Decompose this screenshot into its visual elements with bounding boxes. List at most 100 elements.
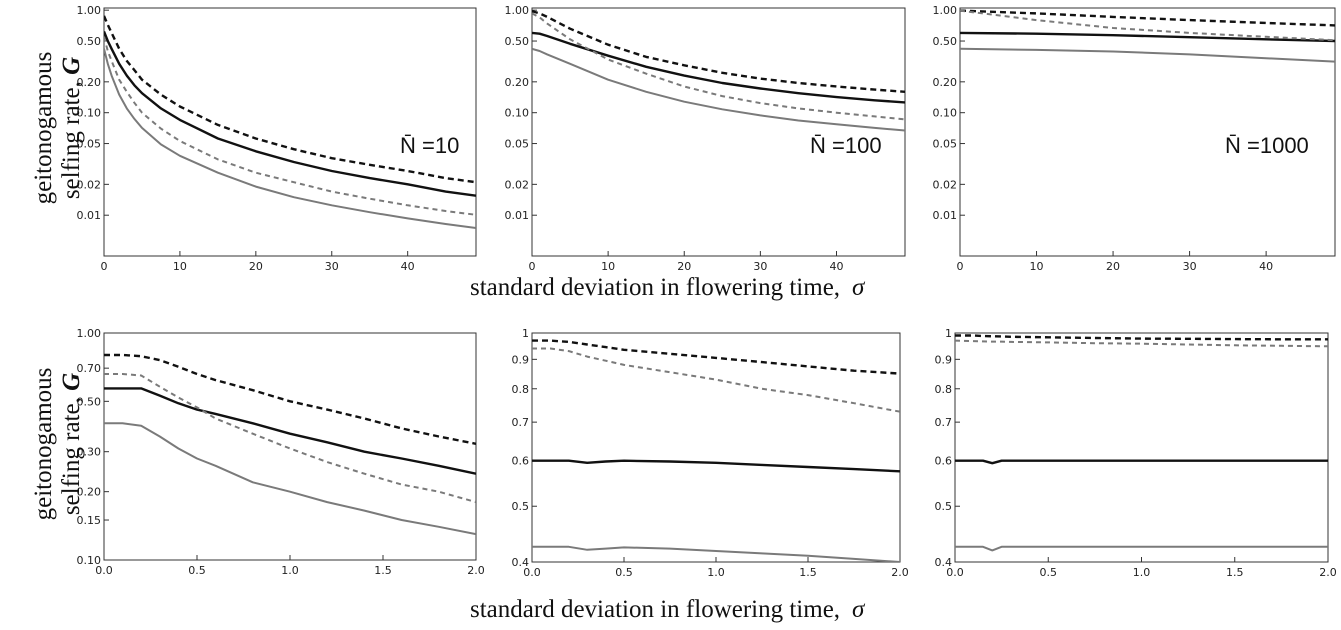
x-tick-label: 1.0 bbox=[1133, 566, 1151, 579]
y-tick-label: 0.20 bbox=[505, 76, 530, 89]
y-tick-label: 0.6 bbox=[512, 455, 530, 468]
y-tick-label: 0.10 bbox=[933, 107, 958, 120]
series-line-black-solid bbox=[104, 387, 476, 475]
top-y-axis-label-text: selfing rate, bbox=[58, 81, 85, 200]
bottom-x-axis-label: standard deviation in flowering time, σ bbox=[470, 596, 864, 624]
y-tick-label: 0.50 bbox=[505, 35, 530, 48]
x-tick-label: 0 bbox=[529, 260, 536, 273]
top-y-axis-label: geitonogamous selfing rate, G bbox=[30, 28, 86, 228]
bottom-y-axis-symbol: G bbox=[58, 372, 85, 391]
y-tick-label: 0.02 bbox=[505, 178, 530, 191]
y-tick-label: 0.7 bbox=[512, 416, 530, 429]
population-size-annotation: N̄ =1000 bbox=[1225, 133, 1309, 158]
x-tick-label: 0.0 bbox=[523, 566, 541, 579]
y-tick-label: 0.6 bbox=[935, 455, 953, 468]
series-line-black-solid bbox=[104, 31, 476, 197]
y-tick-label: 0.70 bbox=[77, 362, 102, 375]
y-tick-label: 1.00 bbox=[505, 4, 530, 17]
x-tick-label: 2.0 bbox=[1319, 566, 1337, 579]
bottom-y-axis-label: geitonogamous selfing rate, G bbox=[30, 344, 86, 544]
y-tick-label: 0.8 bbox=[935, 383, 953, 396]
top-y-axis-label-line2: selfing rate, G bbox=[58, 28, 86, 228]
y-tick-label: 1 bbox=[945, 327, 952, 340]
y-tick-label: 0.15 bbox=[77, 514, 102, 527]
plot-frame bbox=[954, 332, 1329, 563]
y-tick-label: 0.05 bbox=[77, 138, 102, 151]
series-line-black-solid bbox=[960, 31, 1335, 43]
series-line-gray-solid bbox=[955, 545, 1328, 552]
panel-r0c2: 1.00 0.50 0.20 0.10 0.05 0.02 0.01 0 10 20 30 40 N̄ … bbox=[933, 4, 1336, 273]
x-tick-label: 10 bbox=[1030, 260, 1044, 273]
population-size-annotation: N̄ =10 bbox=[400, 133, 459, 158]
y-tick-label: 0.10 bbox=[505, 107, 530, 120]
series-line-black-dash bbox=[104, 15, 476, 184]
y-tick-label: 0.20 bbox=[77, 76, 102, 89]
plot-frame bbox=[103, 332, 477, 561]
y-tick-label: 0.10 bbox=[77, 554, 102, 567]
top-x-axis-label-text: standard deviation in flowering time, bbox=[470, 274, 841, 301]
series-line-black-dash bbox=[104, 353, 476, 445]
y-tick-label: 0.5 bbox=[512, 500, 530, 513]
panel-r1c2: 1 0.9 0.8 0.7 0.6 0.5 0.40.0 0.5 1.0 1.5 2.0 bbox=[935, 327, 1337, 579]
x-tick-label: 30 bbox=[325, 260, 339, 273]
bottom-x-axis-symbol: σ bbox=[852, 596, 865, 623]
bottom-x-axis-label-text: standard deviation in flowering time, bbox=[470, 596, 841, 623]
top-y-axis-symbol: G bbox=[58, 56, 85, 75]
population-size-annotation: N̄ =100 bbox=[810, 133, 882, 158]
series-line-black-dash bbox=[532, 339, 900, 375]
x-tick-label: 20 bbox=[1106, 260, 1120, 273]
x-tick-label: 1.0 bbox=[281, 564, 299, 577]
panel-r1c1: 1 0.9 0.8 0.7 0.6 0.5 0.40.0 0.5 1.0 1.5 2.0 bbox=[512, 327, 909, 579]
x-tick-label: 0.5 bbox=[188, 564, 206, 577]
bottom-y-axis-label-line2: selfing rate, G bbox=[58, 344, 86, 544]
x-tick-label: 40 bbox=[401, 260, 415, 273]
x-tick-label: 20 bbox=[249, 260, 263, 273]
series-line-black-dash bbox=[532, 9, 905, 93]
x-tick-label: 2.0 bbox=[467, 564, 485, 577]
top-x-axis-symbol: σ bbox=[852, 274, 865, 301]
y-tick-label: 0.02 bbox=[933, 178, 958, 191]
y-tick-label: 0.02 bbox=[77, 178, 102, 191]
y-tick-label: 0.4 bbox=[935, 556, 953, 569]
y-tick-label: 1.00 bbox=[77, 327, 102, 340]
series-line-gray-solid bbox=[532, 47, 905, 132]
plot-frame bbox=[103, 7, 477, 257]
panel-r0c0: 1.00 0.50 0.20 0.10 0.05 0.02 0.01 0 10 20 30 40 N̄ … bbox=[77, 4, 477, 273]
top-y-axis-label-line1: geitonogamous bbox=[30, 51, 57, 205]
y-tick-label: 0.01 bbox=[77, 209, 102, 222]
bottom-y-axis-label-line1: geitonogamous bbox=[30, 367, 57, 521]
x-tick-label: 0.0 bbox=[946, 566, 964, 579]
series-line-gray-solid bbox=[104, 48, 476, 229]
y-tick-label: 0.20 bbox=[77, 486, 102, 499]
y-tick-label: 0.50 bbox=[933, 35, 958, 48]
y-tick-label: 0.5 bbox=[935, 500, 953, 513]
x-tick-label: 2.0 bbox=[891, 566, 909, 579]
series-line-black-solid bbox=[532, 31, 905, 104]
y-tick-label: 1.00 bbox=[77, 4, 102, 17]
y-tick-label: 0.10 bbox=[77, 107, 102, 120]
y-tick-label: 0.01 bbox=[933, 209, 958, 222]
panel-r0c1: 1.00 0.50 0.20 0.10 0.05 0.02 0.01 0 10 20 30 40 N̄ … bbox=[505, 4, 906, 273]
x-tick-label: 0.5 bbox=[1040, 566, 1058, 579]
y-tick-label: 0.01 bbox=[505, 209, 530, 222]
series-line-gray-dash bbox=[960, 9, 1335, 42]
top-x-axis-label: standard deviation in flowering time, σ bbox=[470, 274, 864, 302]
series-line-black-dash bbox=[955, 334, 1328, 341]
series-line-gray-solid bbox=[960, 47, 1335, 63]
plot-frame bbox=[959, 7, 1336, 257]
series-line-black-solid bbox=[955, 459, 1328, 465]
y-tick-label: 1.00 bbox=[933, 4, 958, 17]
series-line-black-solid bbox=[532, 459, 900, 473]
series-line-gray-solid bbox=[532, 545, 900, 562]
series-line-gray-dash bbox=[955, 339, 1328, 348]
x-tick-label: 40 bbox=[829, 260, 843, 273]
plot-frame bbox=[531, 7, 906, 257]
series-line-gray-dash bbox=[532, 347, 900, 413]
x-tick-label: 30 bbox=[753, 260, 767, 273]
series-line-gray-solid bbox=[104, 422, 476, 536]
y-tick-label: 0.9 bbox=[512, 353, 530, 366]
y-tick-label: 0.8 bbox=[512, 383, 530, 396]
x-tick-label: 1.5 bbox=[374, 564, 392, 577]
bottom-y-axis-label-text: selfing rate, bbox=[58, 397, 85, 516]
